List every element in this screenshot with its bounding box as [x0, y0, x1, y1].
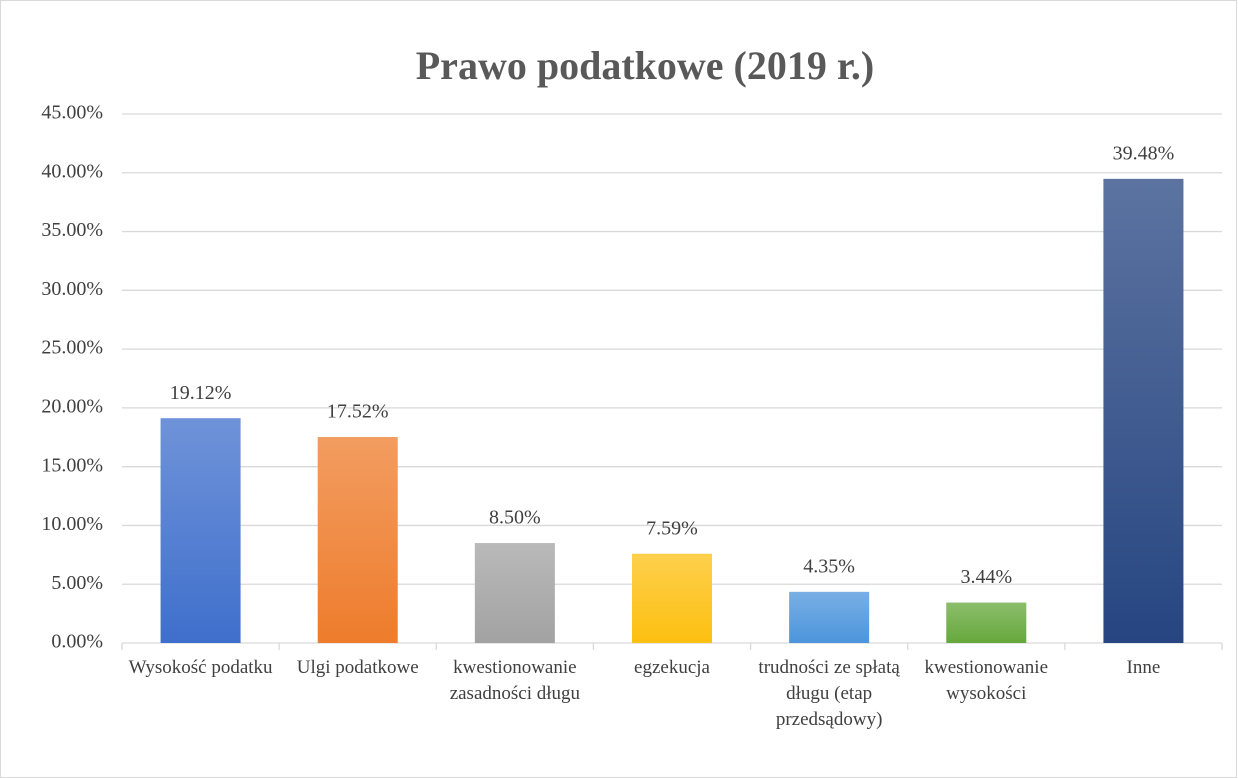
y-tick-label: 25.00%: [41, 337, 103, 359]
value-label: 3.44%: [960, 566, 1012, 588]
y-tick-label: 45.00%: [41, 102, 103, 124]
x-tick-label-box: kwestionowanie zasadności długu: [449, 657, 581, 704]
bar: [1103, 178, 1184, 643]
bar: [474, 543, 555, 643]
x-tick-label: trudności ze spłatą długu (etap przedsąd…: [758, 657, 900, 730]
value-label: 8.50%: [489, 507, 541, 529]
x-tick-label: egzekucja: [634, 657, 710, 678]
bar: [946, 602, 1027, 643]
value-label: 19.12%: [170, 382, 232, 404]
bar: [632, 553, 712, 643]
x-tick-label: kwestionowanie zasadności długu: [449, 657, 581, 704]
y-tick-label: 5.00%: [51, 572, 103, 594]
value-label: 17.52%: [327, 401, 389, 423]
bar: [160, 418, 241, 643]
x-tick-label: Ulgi podatkowe: [296, 657, 419, 678]
y-tick-label: 10.00%: [41, 513, 103, 535]
bar: [317, 437, 398, 643]
y-tick-label: 40.00%: [41, 160, 103, 182]
y-tick-label: 35.00%: [41, 219, 103, 241]
x-tick-label-box: Wysokość podatku: [128, 657, 273, 678]
chart-title: Prawo podatkowe (2019 r.): [416, 43, 875, 88]
x-tick-label: kwestionowanie wysokości: [924, 657, 1049, 704]
x-tick-label-box: egzekucja: [634, 657, 710, 678]
y-tick-label: 30.00%: [41, 278, 103, 300]
value-label: 7.59%: [646, 517, 698, 539]
y-tick-label: 0.00%: [51, 631, 103, 653]
x-tick-label: Wysokość podatku: [128, 657, 273, 678]
y-tick-label: 20.00%: [41, 395, 103, 417]
y-tick-label: 15.00%: [41, 454, 103, 476]
x-tick-label-box: Inne: [1126, 657, 1161, 678]
bar: [789, 591, 870, 643]
value-label: 4.35%: [803, 555, 855, 577]
x-tick-label-box: trudności ze spłatą długu (etap przedsąd…: [758, 657, 900, 730]
x-tick-label-box: kwestionowanie wysokości: [924, 657, 1049, 704]
x-tick-label: Inne: [1126, 657, 1161, 678]
x-tick-label-box: Ulgi podatkowe: [296, 657, 419, 678]
value-label: 39.48%: [1113, 142, 1175, 164]
